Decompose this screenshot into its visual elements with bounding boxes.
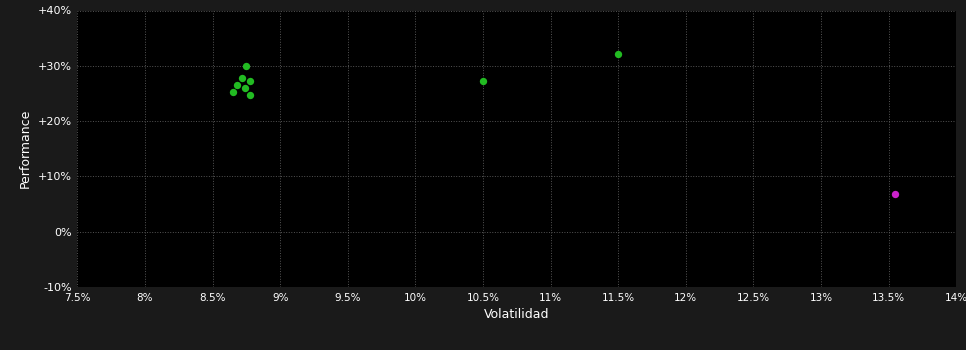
Point <box>888 191 903 197</box>
Point <box>611 51 626 56</box>
Point <box>475 78 491 84</box>
Point <box>229 82 244 88</box>
X-axis label: Volatilidad: Volatilidad <box>484 308 550 321</box>
Y-axis label: Performance: Performance <box>19 109 32 188</box>
Point <box>239 64 254 69</box>
Point <box>238 85 253 91</box>
Point <box>225 90 241 95</box>
Point <box>235 75 250 81</box>
Point <box>242 78 258 84</box>
Point <box>242 92 258 97</box>
